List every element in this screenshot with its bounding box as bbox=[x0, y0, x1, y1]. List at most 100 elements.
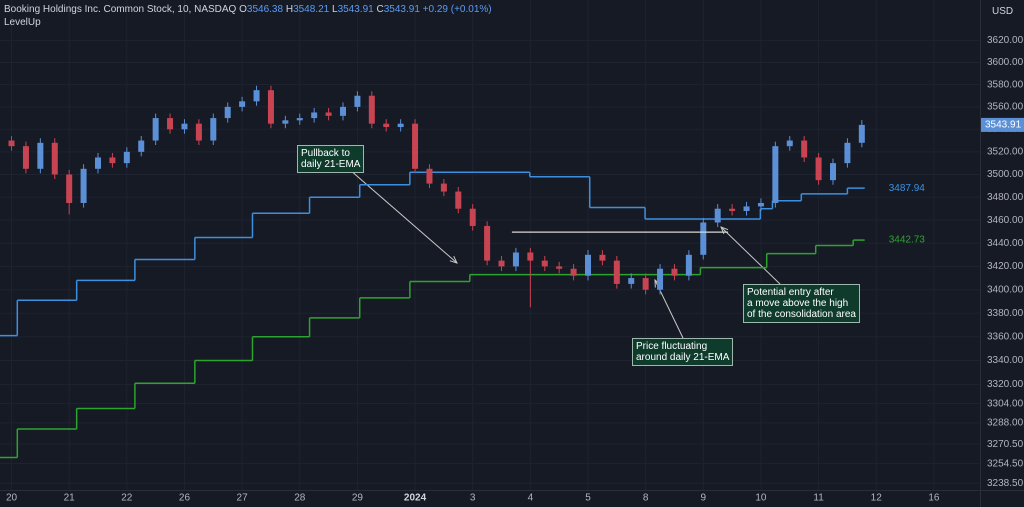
candle-body bbox=[455, 191, 462, 209]
candle-body bbox=[109, 157, 116, 164]
candle-body bbox=[757, 202, 764, 207]
candle-body bbox=[210, 118, 217, 141]
candle-body bbox=[772, 146, 779, 203]
x-tick-label: 20 bbox=[6, 493, 18, 504]
candle-body bbox=[152, 118, 159, 141]
candle-body bbox=[138, 140, 145, 152]
y-tick-label: 3500.00 bbox=[987, 169, 1024, 180]
y-tick-label: 3620.00 bbox=[987, 35, 1024, 46]
candle-body bbox=[700, 222, 707, 255]
y-tick-label: 3360.00 bbox=[987, 331, 1024, 342]
indicator-name: LevelUp bbox=[4, 17, 41, 28]
annotation-line: daily 21-EMA bbox=[301, 159, 361, 170]
y-tick-label: 3580.00 bbox=[987, 79, 1024, 90]
candle-body bbox=[671, 268, 678, 276]
y-tick-label: 3304.00 bbox=[987, 398, 1024, 409]
y-tick-label: 3288.00 bbox=[987, 418, 1024, 429]
price-tag bbox=[981, 117, 1024, 132]
h-label: H bbox=[285, 4, 294, 15]
annotation: Price fluctuating around daily 21-EMA bbox=[632, 338, 734, 366]
price-tag-label: 3543.91 bbox=[985, 120, 1022, 131]
candle-body bbox=[657, 268, 664, 290]
l-value: 3543.91 bbox=[337, 4, 374, 15]
candle-body bbox=[383, 123, 390, 128]
candle-body bbox=[296, 118, 303, 121]
annotation-line: Pullback to bbox=[301, 148, 350, 159]
x-tick-label: 11 bbox=[813, 493, 824, 504]
header: Booking Holdings Inc. Common Stock, 10, … bbox=[4, 4, 492, 15]
candle-body bbox=[527, 252, 534, 261]
candle-body bbox=[714, 208, 721, 223]
l-label: L bbox=[332, 4, 338, 15]
annotation: Potential entry after a move above the h… bbox=[743, 284, 860, 323]
candle-body bbox=[311, 112, 318, 119]
change: +0.29 (+0.01%) bbox=[422, 4, 492, 15]
candle-body bbox=[642, 278, 649, 290]
o-value: 3546.38 bbox=[246, 4, 284, 15]
c-label: C bbox=[376, 4, 384, 15]
candle-body bbox=[599, 254, 606, 261]
title: Booking Holdings Inc. Common Stock, 10, … bbox=[4, 4, 237, 15]
x-tick-label: 3 bbox=[470, 493, 476, 504]
candle-body bbox=[484, 225, 491, 261]
candle-body bbox=[412, 123, 419, 169]
x-tick-label: 10 bbox=[755, 493, 767, 504]
candle-body bbox=[95, 157, 101, 169]
y-tick-label: 3320.00 bbox=[987, 379, 1024, 390]
candle-body bbox=[613, 260, 620, 284]
annotation-line: around daily 21-EMA bbox=[636, 352, 730, 363]
candle-body bbox=[37, 142, 44, 169]
x-tick-label: 5 bbox=[585, 493, 591, 504]
indicator-value-label: 3487.94 bbox=[889, 183, 926, 194]
x-tick-label: 22 bbox=[121, 493, 133, 504]
candle-body bbox=[253, 90, 260, 102]
candle-body bbox=[786, 140, 793, 147]
x-tick-label: 16 bbox=[928, 493, 940, 504]
y-tick-label: 3270.50 bbox=[987, 439, 1024, 450]
candle-body bbox=[167, 118, 174, 130]
candle-body bbox=[22, 146, 29, 169]
o-label: O bbox=[239, 4, 247, 15]
y-tick-label: 3420.00 bbox=[987, 261, 1024, 272]
candle-body bbox=[685, 254, 692, 276]
candle-body bbox=[815, 157, 822, 181]
annotation-line: of the consolidation area bbox=[747, 309, 856, 320]
x-tick-label: 9 bbox=[701, 493, 707, 504]
candle-body bbox=[123, 151, 130, 164]
candle-body bbox=[801, 140, 808, 158]
candle-body bbox=[512, 252, 519, 267]
candle-body bbox=[858, 124, 865, 143]
annotation-line: Price fluctuating bbox=[636, 341, 708, 352]
annotation: Pullback to daily 21-EMA bbox=[297, 145, 365, 173]
x-tick-label: 26 bbox=[179, 493, 191, 504]
c-value: 3543.91 bbox=[383, 4, 420, 15]
arrow bbox=[349, 169, 457, 263]
candle-body bbox=[743, 206, 750, 211]
y-tick-label: 3440.00 bbox=[987, 238, 1024, 249]
y-tick-label: 3600.00 bbox=[987, 57, 1024, 68]
candle-body bbox=[354, 95, 361, 107]
currency[interactable]: USD bbox=[992, 6, 1014, 17]
candle-body bbox=[469, 208, 476, 226]
x-tick-label: 29 bbox=[352, 493, 364, 504]
candle-body bbox=[585, 254, 591, 276]
y-tick-label: 3380.00 bbox=[987, 308, 1024, 319]
candle-body bbox=[844, 142, 851, 164]
x-tick-label: 27 bbox=[237, 493, 249, 504]
y-tick-label: 3460.00 bbox=[987, 215, 1024, 226]
candle-body bbox=[729, 208, 736, 211]
candle-body bbox=[181, 123, 188, 130]
candle-body bbox=[628, 278, 635, 284]
candle-body bbox=[397, 123, 404, 128]
arrow bbox=[721, 227, 781, 285]
candle-body bbox=[368, 95, 375, 124]
candle-body bbox=[8, 140, 15, 147]
annotation-line: Potential entry after bbox=[747, 287, 834, 298]
x-tick-label: 21 bbox=[64, 493, 76, 504]
candle-body bbox=[340, 106, 346, 116]
h-value: 3548.21 bbox=[293, 4, 330, 15]
candle-body bbox=[541, 260, 548, 267]
y-tick-label: 3400.00 bbox=[987, 284, 1024, 295]
candle-body bbox=[195, 123, 202, 141]
